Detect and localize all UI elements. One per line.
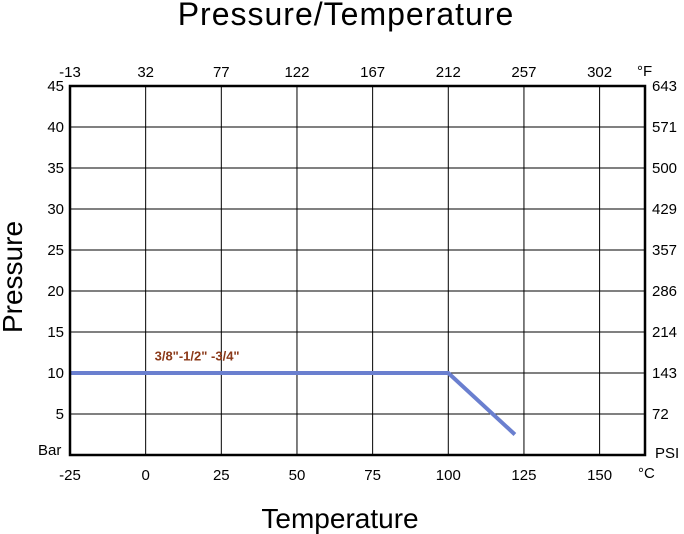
plot-frame bbox=[68, 84, 647, 457]
x-tick-label-top: 77 bbox=[213, 64, 230, 81]
x-tick-label-bottom: 75 bbox=[364, 467, 381, 484]
x-tick-label-top: 167 bbox=[360, 64, 385, 81]
y-tick-label-right: 571 bbox=[652, 119, 677, 136]
x-tick-label-bottom: 25 bbox=[213, 467, 230, 484]
y-tick-label-left: 25 bbox=[47, 242, 64, 259]
y-tick-label-right: 286 bbox=[652, 283, 677, 300]
y-tick-label-left: 35 bbox=[47, 160, 64, 177]
x-tick-label-bottom: -25 bbox=[59, 467, 81, 484]
x-tick-label-bottom: 50 bbox=[289, 467, 306, 484]
x-tick-label-bottom: 150 bbox=[587, 467, 612, 484]
y-tick-label-left: 5 bbox=[56, 406, 64, 423]
grid bbox=[70, 86, 645, 455]
y-tick-label-left: 20 bbox=[47, 283, 64, 300]
x-tick-label-top: 32 bbox=[137, 64, 154, 81]
unit-celsius: °C bbox=[638, 465, 655, 482]
series-line bbox=[70, 371, 517, 436]
series: 3/8"-1/2" -3/4" bbox=[70, 349, 517, 436]
y-tick-label-right: 214 bbox=[652, 324, 677, 341]
y-tick-label-right: 72 bbox=[652, 406, 669, 423]
unit-bar: Bar bbox=[38, 442, 61, 459]
x-tick-label-bottom: 125 bbox=[511, 467, 536, 484]
chart-title: Pressure/Temperature bbox=[178, 0, 515, 32]
x-tick-label-bottom: 0 bbox=[141, 467, 149, 484]
x-tick-label-top: -13 bbox=[59, 64, 81, 81]
y-tick-label-right: 143 bbox=[652, 365, 677, 382]
y-tick-label-left: 45 bbox=[47, 78, 64, 95]
y-tick-label-right: 643 bbox=[652, 78, 677, 95]
x-tick-label-top: 257 bbox=[511, 64, 536, 81]
x-tick-label-top: 122 bbox=[284, 64, 309, 81]
tick-labels: -25 -13 0 32 25 77 50 122 75 167 100 212 125 257 150 30… bbox=[47, 64, 677, 484]
y-tick-label-left: 10 bbox=[47, 365, 64, 382]
x-tick-label-bottom: 100 bbox=[436, 467, 461, 484]
y-tick-label-right: 500 bbox=[652, 160, 677, 177]
x-tick-label-top: 212 bbox=[436, 64, 461, 81]
y-tick-label-left: 30 bbox=[47, 201, 64, 218]
x-tick-label-top: 302 bbox=[587, 64, 612, 81]
y-axis-title: Pressure bbox=[0, 221, 28, 333]
y-tick-label-left: 15 bbox=[47, 324, 64, 341]
y-tick-label-left: 40 bbox=[47, 119, 64, 136]
unit-fahrenheit: °F bbox=[637, 63, 652, 80]
series-annotation: 3/8"-1/2" -3/4" bbox=[155, 349, 240, 364]
y-tick-label-right: 429 bbox=[652, 201, 677, 218]
unit-psi: PSI bbox=[655, 445, 679, 462]
y-tick-label-right: 357 bbox=[652, 242, 677, 259]
x-axis-title: Temperature bbox=[261, 503, 418, 534]
